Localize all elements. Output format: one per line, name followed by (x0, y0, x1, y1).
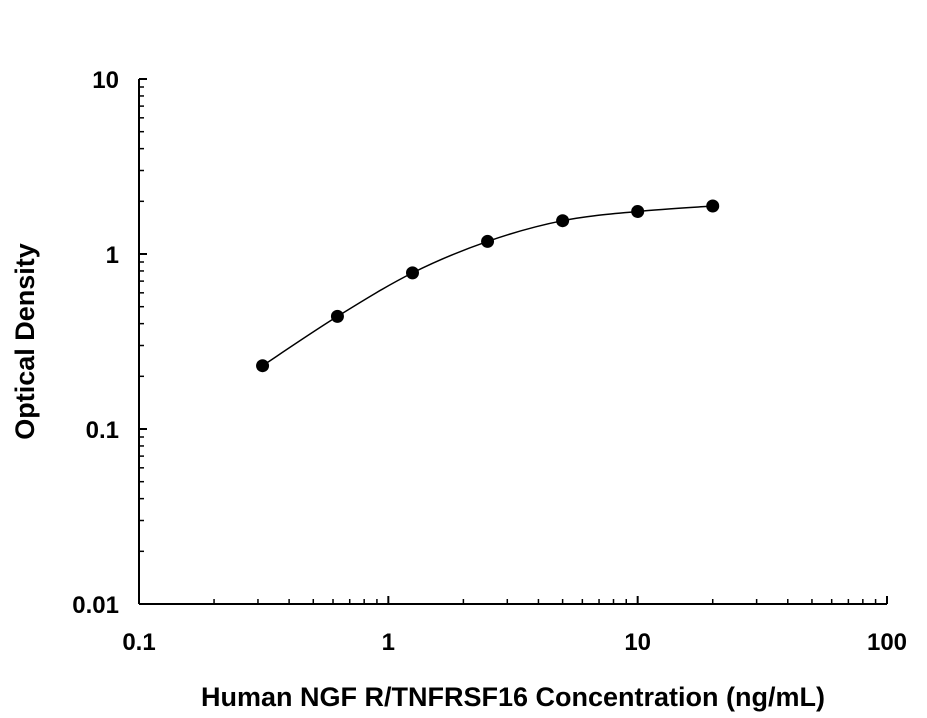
ticks (138, 78, 888, 605)
y-tick-label: 0.01 (72, 592, 119, 619)
data-point (556, 214, 570, 228)
data-point (481, 234, 495, 248)
x-axis-label: Human NGF R/TNFRSF16 Concentration (ng/m… (201, 682, 825, 712)
data-points (256, 199, 720, 373)
data-point (330, 309, 344, 323)
x-tick-label: 0.1 (122, 629, 155, 656)
y-tick-label: 10 (92, 67, 119, 94)
x-tick-label: 100 (867, 629, 907, 656)
data-point (256, 359, 270, 373)
x-tick-label: 1 (382, 629, 395, 656)
data-point (631, 204, 645, 218)
data-point (405, 266, 419, 280)
fit-curve (262, 205, 713, 367)
y-tick-label: 0.1 (86, 417, 119, 444)
y-tick-label: 1 (106, 242, 119, 269)
x-tick-label: 10 (624, 629, 651, 656)
y-axis-label: Optical Density (10, 243, 40, 440)
axes (138, 79, 887, 605)
data-point (706, 199, 720, 213)
